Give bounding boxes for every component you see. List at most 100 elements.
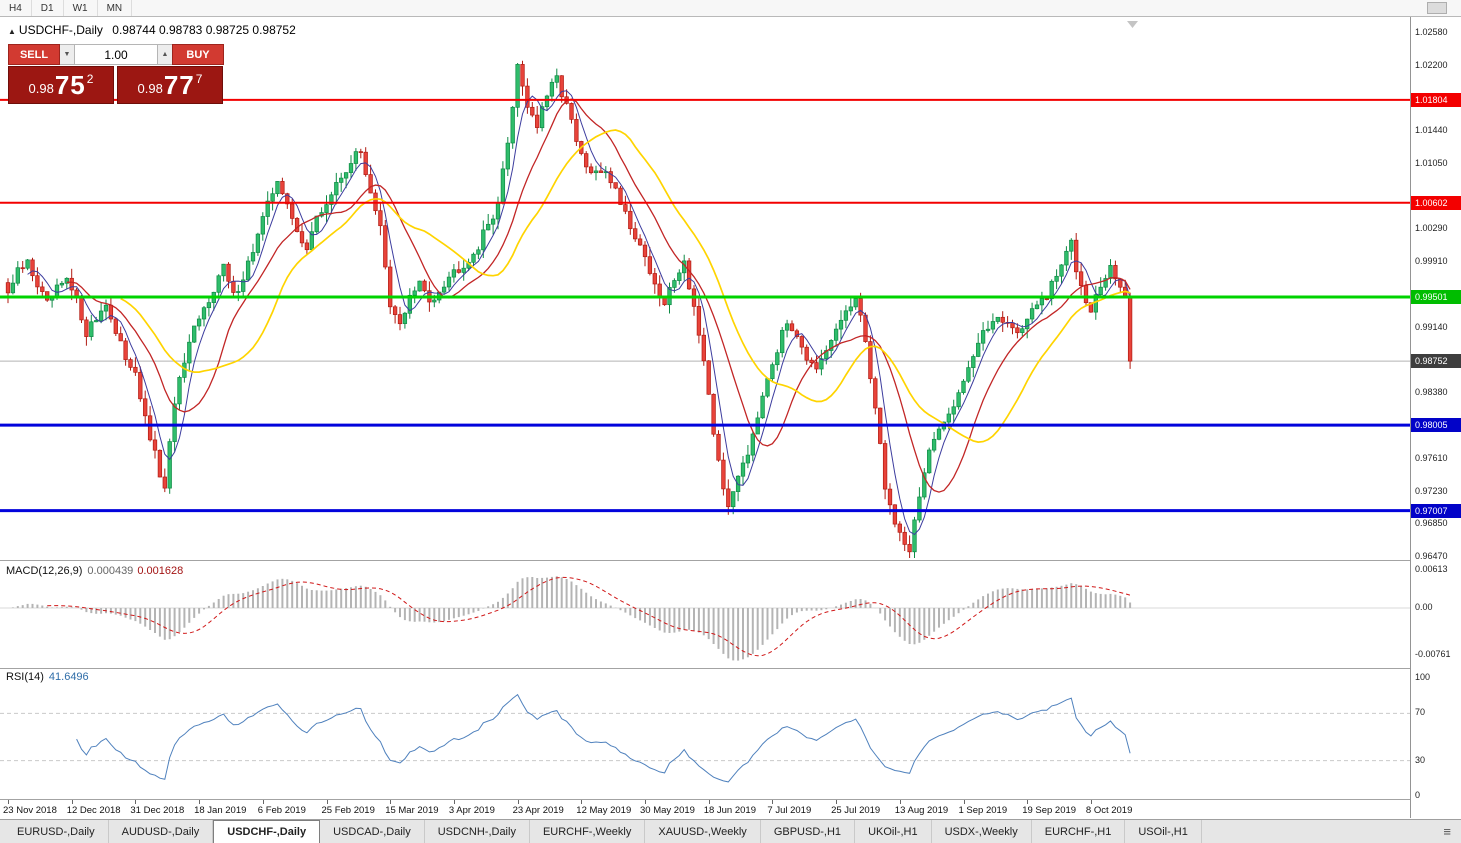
one-click-trading-panel: SELL ▼ 1.00 ▲ BUY 0.98 75 2 0.98 77 7	[8, 44, 224, 104]
price-axis[interactable]: 1.02580 1.02200 1.01440 1.01050 1.00290 0.999…	[1410, 17, 1461, 818]
price-level-badge: 1.01804	[1411, 92, 1461, 107]
price-axis-label: 0.99910	[1415, 256, 1448, 267]
buy-price-display[interactable]: 0.98 77 7	[117, 66, 223, 104]
price-axis-label: 0.96470	[1415, 550, 1448, 561]
price-level-badge: 1.00602	[1411, 195, 1461, 210]
volume-input[interactable]: 1.00	[74, 44, 158, 65]
date-tick	[899, 800, 901, 804]
date-label: 23 Nov 2018	[3, 805, 57, 816]
chart-tab[interactable]: USOil-,H1	[1125, 820, 1202, 843]
date-tick	[8, 800, 9, 804]
panel-separator[interactable]	[0, 668, 1461, 669]
date-label: 18 Jan 2019	[194, 805, 247, 816]
chart-canvas[interactable]	[0, 0, 1410, 818]
price-axis-label: 1.02580	[1415, 27, 1448, 38]
date-label: 15 Mar 2019	[385, 805, 439, 816]
date-label: 18 Jun 2019	[703, 805, 756, 816]
collapse-icon[interactable]: ▲	[8, 27, 16, 36]
date-axis[interactable]: 23 Nov 2018 12 Dec 2018 31 Dec 2018 18 Jan …	[0, 800, 1410, 819]
macd-main-value: 0.000439	[87, 565, 134, 577]
date-label: 13 Aug 2019	[894, 805, 949, 816]
date-label: 6 Feb 2019	[257, 805, 306, 816]
buy-price-pip: 7	[195, 72, 203, 86]
macd-signal-value: 0.001628	[137, 565, 184, 577]
date-label: 30 May 2019	[640, 805, 695, 816]
macd-axis-label: 0.00	[1415, 602, 1433, 612]
symbol-header: ▲ USDCHF-,Daily 0.98744 0.98783 0.98725 0…	[8, 23, 296, 37]
chart-tab[interactable]: USDCNH-,Daily	[425, 820, 530, 843]
buy-price-prefix: 0.98	[137, 81, 163, 96]
timeframe-mn-button[interactable]: MN	[98, 0, 133, 16]
sell-price-main: 75	[54, 69, 86, 100]
date-tick	[326, 800, 328, 804]
date-tick	[262, 800, 264, 804]
date-label: 12 Dec 2018	[66, 805, 121, 816]
rsi-label: RSI(14)	[6, 671, 44, 683]
date-tick	[517, 800, 519, 804]
date-tick	[836, 800, 838, 804]
chart-tab[interactable]: GBPUSD-,H1	[761, 820, 856, 843]
chart-tab[interactable]: EURCHF-,Weekly	[530, 820, 646, 843]
chart-tab[interactable]: USDCAD-,Daily	[320, 820, 425, 843]
timeframe-h4-button[interactable]: H4	[0, 0, 32, 16]
price-axis-label: 0.96850	[1415, 518, 1448, 529]
price-axis-label: 1.02200	[1415, 59, 1448, 70]
panel-separator[interactable]	[0, 560, 1461, 561]
date-label: 12 May 2019	[576, 805, 632, 816]
tab-list-icon[interactable]: ≡	[1443, 824, 1451, 839]
rsi-axis-label: 100	[1415, 672, 1431, 682]
date-tick	[71, 800, 73, 804]
rsi-title: RSI(14) 41.6496	[6, 671, 89, 683]
chart-tab[interactable]: AUDUSD-,Daily	[109, 820, 214, 843]
date-label: 7 Jul 2019	[767, 805, 812, 816]
chart-tab[interactable]: XAUUSD-,Weekly	[645, 820, 761, 843]
current-price-badge: 0.98752	[1411, 354, 1461, 369]
chart-tab[interactable]: USDCHF-,Daily	[213, 820, 321, 843]
date-tick	[645, 800, 646, 804]
chart-tab[interactable]: USDX-,Weekly	[932, 820, 1032, 843]
sell-button[interactable]: SELL	[8, 44, 60, 65]
date-tick	[1090, 800, 1092, 804]
macd-title: MACD(12,26,9) 0.000439 0.001628	[6, 565, 183, 577]
price-level-badge: 0.99501	[1411, 290, 1461, 305]
chart-tab[interactable]: EURUSD-,Daily	[4, 820, 109, 843]
chart-tab[interactable]: EURCHF-,H1	[1032, 820, 1126, 843]
volume-decrease-button[interactable]: ▼	[60, 44, 74, 65]
macd-label: MACD(12,26,9)	[6, 565, 83, 577]
date-tick	[581, 800, 583, 804]
date-label: 3 Apr 2019	[448, 805, 495, 816]
sell-price-prefix: 0.98	[28, 81, 54, 96]
date-tick	[772, 800, 774, 804]
timeframe-w1-button[interactable]: W1	[64, 0, 98, 16]
sell-price-pip: 2	[86, 72, 94, 86]
panel-separator	[0, 799, 1461, 800]
date-tick	[390, 800, 392, 804]
rsi-axis-label: 30	[1415, 754, 1426, 765]
price-axis-label: 1.01440	[1415, 125, 1448, 136]
date-label: 31 Dec 2018	[130, 805, 185, 816]
date-tick	[199, 800, 201, 804]
price-level-badge: 0.97007	[1411, 503, 1461, 518]
date-tick	[1027, 800, 1029, 804]
date-label: 19 Sep 2019	[1022, 805, 1077, 816]
scroll-thumb[interactable]	[1427, 2, 1447, 14]
buy-button[interactable]: BUY	[172, 44, 224, 65]
rsi-axis-label: 70	[1415, 707, 1426, 718]
date-tick	[708, 800, 710, 804]
chart-shift-marker-icon	[1127, 21, 1138, 28]
price-axis-label: 1.00290	[1415, 223, 1448, 234]
date-tick	[963, 800, 965, 804]
macd-axis-label: 0.00613	[1415, 564, 1448, 575]
symbol-name: USDCHF-,Daily	[18, 23, 103, 37]
timeframe-d1-button[interactable]: D1	[32, 0, 64, 16]
date-label: 23 Apr 2019	[512, 805, 564, 816]
price-axis-label: 0.97610	[1415, 452, 1448, 463]
chart-tabs-bar: EURUSD-,Daily AUDUSD-,Daily USDCHF-,Daily U…	[0, 819, 1461, 843]
timeframe-toolbar: H4 D1 W1 MN	[0, 0, 1461, 17]
sell-price-display[interactable]: 0.98 75 2	[8, 66, 114, 104]
chart-tab[interactable]: UKOil-,H1	[855, 820, 932, 843]
date-label: 25 Jul 2019	[831, 805, 881, 816]
volume-increase-button[interactable]: ▲	[158, 44, 172, 65]
buy-price-main: 77	[163, 69, 195, 100]
